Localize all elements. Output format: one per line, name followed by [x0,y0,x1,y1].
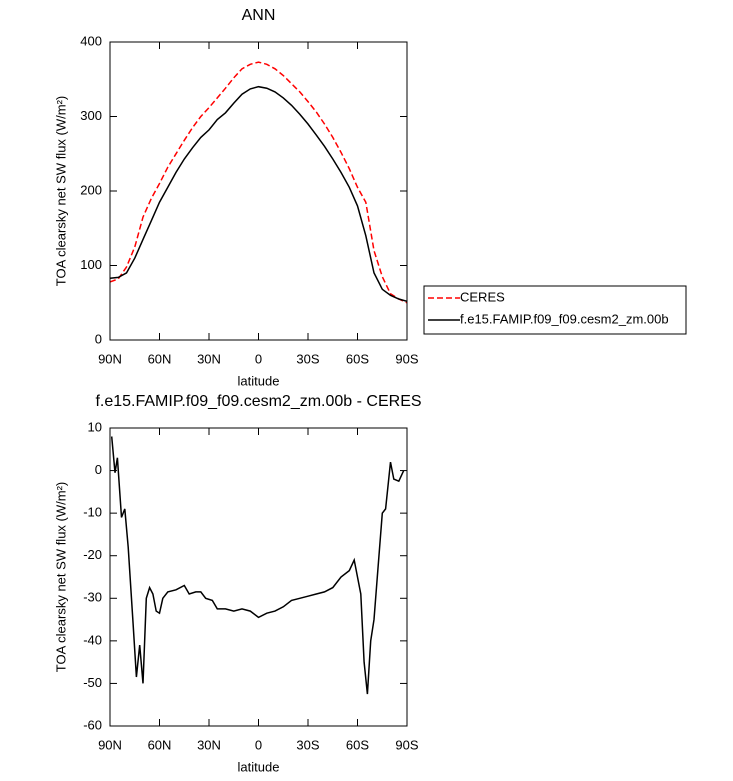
legend-label: f.e15.FAMIP.f09_f09.cesm2_zm.00b [460,311,669,326]
y-tick-label: -60 [83,717,102,732]
legend-label: CERES [460,289,505,304]
x-tick-label: 60S [346,351,369,366]
y-tick-label: 100 [80,257,102,272]
y-tick-label: 10 [88,419,102,434]
x-tick-label: 0 [255,737,262,752]
plot-frame [109,41,408,341]
data-line [110,436,405,695]
x-tick-label: 90N [98,351,122,366]
x-tick-label: 30S [296,737,319,752]
y-axis-label: TOA clearsky net SW flux (W/m²) [53,482,68,672]
y-tick-label: 400 [80,33,102,48]
y-tick-label: -40 [83,632,102,647]
y-tick-label: 200 [80,182,102,197]
x-axis-label: latitude [238,759,280,774]
y-tick-label: -50 [83,675,102,690]
y-axis-label: TOA clearsky net SW flux (W/m²) [53,96,68,286]
x-tick-label: 90S [395,737,418,752]
y-tick-label: -30 [83,590,102,605]
x-tick-label: 60S [346,737,369,752]
x-tick-label: 0 [255,351,262,366]
chart-title: f.e15.FAMIP.f09_f09.cesm2_zm.00b - CERES [95,393,421,410]
data-line [109,85,408,303]
x-tick-label: 90S [395,351,418,366]
y-tick-label: -10 [83,505,102,520]
y-tick-label: 0 [95,331,102,346]
x-tick-label: 30N [197,351,221,366]
data-line [109,61,408,304]
x-tick-label: 60N [148,737,172,752]
y-tick-label: 300 [80,108,102,123]
x-tick-label: 60N [148,351,172,366]
x-tick-label: 90N [98,737,122,752]
y-tick-label: -20 [83,547,102,562]
x-axis-label: latitude [238,373,280,388]
y-tick-label: 0 [95,462,102,477]
plot-frame [109,427,408,727]
legend-box [423,285,687,335]
x-tick-label: 30N [197,737,221,752]
chart-title: ANN [242,7,276,24]
x-tick-label: 30S [296,351,319,366]
